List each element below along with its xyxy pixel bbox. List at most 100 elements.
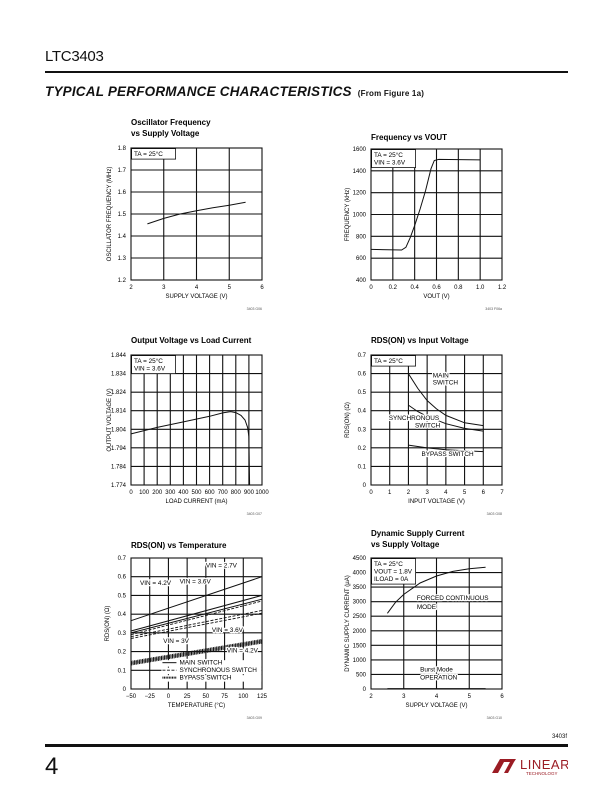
y-tick-label: 0.1	[118, 668, 127, 674]
series-line-1	[130, 576, 263, 622]
x-tick-label: 3	[425, 490, 429, 496]
x-tick-label: 700	[218, 490, 229, 496]
x-tick-label: 2	[129, 285, 133, 291]
annotation: MODE	[417, 604, 436, 611]
annotation: VOUT = 1.8V	[374, 569, 413, 576]
legend-label: MAIN SWITCH	[179, 660, 222, 667]
y-tick-label: 1.5	[118, 212, 127, 218]
series-line-3	[408, 444, 484, 453]
annotation: TA = 25°C	[374, 560, 403, 568]
annotation: FORCED CONTINUOUS	[417, 595, 489, 602]
figure-code: 3403 G06	[247, 307, 262, 311]
y-axis-label: DYNAMIC SUPPLY CURRENT (µA)	[345, 575, 351, 671]
annotation-box	[371, 149, 417, 169]
x-axis-label: INPUT VOLTAGE (V)	[408, 499, 465, 505]
x-tick-label: 6	[482, 490, 486, 496]
y-tick-label: 0	[123, 687, 127, 693]
chart-4: RDS(ON) vs Input Voltage 0 1 2 3 4 5 6 7 0 0.1 0.2 0…	[345, 336, 504, 516]
y-tick-label: 0.2	[118, 650, 127, 656]
annotation-box	[131, 148, 177, 160]
y-tick-label: 0.7	[118, 556, 127, 562]
y-tick-label: 0	[363, 483, 367, 489]
linear-technology-logo: LINEAR TECHNOLOGY	[490, 753, 569, 782]
y-tick-label: 2000	[353, 629, 367, 635]
series-line-1	[407, 373, 484, 427]
svg-text:LINEAR: LINEAR	[520, 757, 568, 772]
y-tick-label: 1.834	[111, 372, 127, 378]
y-axis-label: OSCILLATOR FREQUENCY (MHz)	[107, 167, 113, 262]
x-tick-label: 3	[162, 285, 166, 291]
y-tick-label: 1.6	[118, 190, 127, 196]
annotation: VIN = 3V	[163, 638, 189, 645]
x-tick-label: 400	[178, 490, 189, 496]
figure-code: 3403 G09	[247, 716, 262, 720]
part-number: LTC3403	[45, 48, 104, 65]
y-tick-label: 600	[356, 256, 367, 262]
x-tick-label: 3	[402, 694, 406, 700]
y-tick-label: 1.3	[118, 256, 127, 262]
doc-code: 3403f	[551, 734, 567, 740]
chart-5: RDS(ON) vs Temperature −50 −25 0 25 50 75 100 12…	[105, 541, 268, 720]
annotation: TA = 25°C	[374, 357, 403, 365]
x-tick-label: 0.8	[454, 285, 463, 291]
plot-frame	[370, 354, 503, 486]
y-tick-label: 3000	[353, 600, 367, 606]
annotation: TA = 25°C	[134, 357, 163, 365]
annotation: VIN = 4.2V	[140, 580, 172, 587]
y-tick-label: 1000	[353, 213, 367, 219]
chart-3: Output Voltage vs Load Current 0 100 200 300…	[107, 336, 269, 516]
series-line-1	[147, 201, 246, 225]
x-tick-label: 125	[257, 694, 268, 700]
plot-frame	[130, 354, 263, 486]
chart-2: Frequency vs VOUT 0 0.2 0.4 0.6 0.8 1.0 1.2 400 6…	[345, 133, 507, 311]
footer-rule	[45, 744, 568, 747]
x-tick-label: 1.0	[476, 285, 485, 291]
x-tick-label: −25	[145, 694, 156, 700]
x-tick-label: 1.2	[498, 285, 507, 291]
y-tick-label: 1.844	[111, 353, 127, 359]
annotation: VIN = 2.7V	[206, 562, 238, 569]
x-tick-label: 2	[369, 694, 373, 700]
x-tick-label: 7	[500, 490, 504, 496]
y-tick-label: 0	[363, 687, 367, 693]
chart-title: RDS(ON) vs Input Voltage	[371, 336, 469, 345]
y-tick-label: 1.4	[118, 234, 127, 240]
x-tick-label: 75	[221, 694, 228, 700]
section-title-text: TYPICAL PERFORMANCE CHARACTERISTICS	[45, 84, 352, 99]
chart-title: Oscillator Frequency	[131, 118, 211, 127]
page-number: 4	[45, 753, 59, 780]
y-tick-label: 0.3	[118, 631, 127, 637]
x-tick-label: 0	[129, 490, 133, 496]
x-tick-label: 1000	[255, 490, 269, 496]
annotation: ILOAD = 0A	[374, 576, 409, 583]
x-axis-label: VOUT (V)	[423, 294, 449, 300]
y-tick-label: 1.804	[111, 427, 127, 433]
x-tick-label: 800	[231, 490, 242, 496]
y-tick-label: 0.4	[118, 612, 127, 618]
svg-text:TECHNOLOGY: TECHNOLOGY	[526, 771, 558, 776]
x-tick-label: 0	[369, 490, 373, 496]
series-line-1	[370, 158, 481, 251]
x-tick-label: 100	[238, 694, 249, 700]
figure-code: 3403 G08	[487, 512, 502, 516]
figure-code: 3403 F06a	[485, 307, 502, 311]
annotation-box	[131, 355, 177, 375]
y-tick-label: 500	[356, 672, 367, 678]
y-tick-label: 4500	[353, 556, 367, 562]
y-tick-label: 0.4	[358, 409, 367, 415]
x-tick-label: 4	[195, 285, 199, 291]
x-axis-label: TEMPERATURE (°C)	[168, 703, 225, 709]
x-axis-label: LOAD CURRENT (mA)	[166, 499, 228, 505]
y-tick-label: 0.6	[358, 372, 367, 378]
y-axis-label: FREQUENCY (kHz)	[345, 188, 351, 242]
series-line-3	[130, 598, 263, 634]
section-title: TYPICAL PERFORMANCE CHARACTERISTICS (From…	[45, 84, 424, 99]
x-tick-label: −50	[126, 694, 137, 700]
y-tick-label: 0.5	[118, 593, 127, 599]
legend-label: BYPASS SWITCH	[179, 675, 231, 682]
x-tick-label: 5	[468, 694, 472, 700]
x-tick-label: 0	[167, 694, 171, 700]
chart-title: Frequency vs VOUT	[371, 133, 447, 142]
